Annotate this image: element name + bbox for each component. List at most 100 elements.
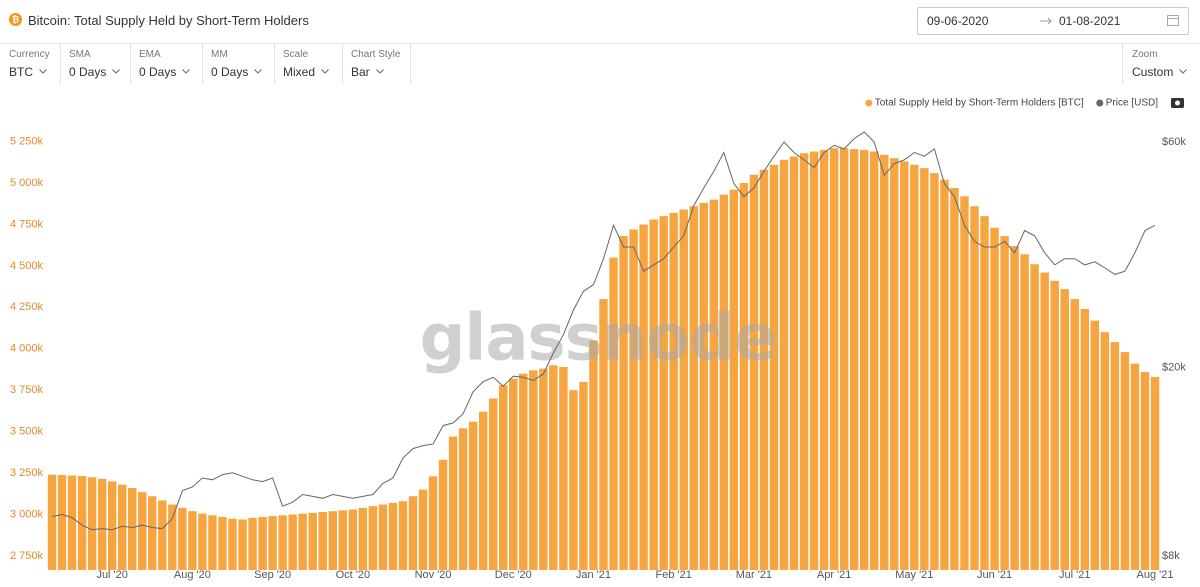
bar: [218, 516, 227, 570]
legend: Price [USD] Total Supply Held by Short-Te…: [865, 98, 1158, 109]
legend-label: Price [USD]: [1106, 98, 1158, 109]
bar: [569, 390, 578, 570]
date-from[interactable]: 09-06-2020: [927, 14, 989, 28]
x-tick-label: Jan '21: [576, 569, 611, 581]
y-tick-label: 3 000k: [10, 508, 44, 520]
bar: [47, 474, 57, 570]
dropdown[interactable]: Currency BTC: [0, 44, 61, 84]
bar: [208, 515, 217, 570]
bar: [87, 477, 97, 570]
bar: [870, 151, 879, 570]
x-tick-label: Sep '20: [254, 569, 291, 581]
bar: [148, 496, 157, 570]
dropdown-value[interactable]: 0 Days: [69, 65, 107, 79]
bar: [789, 156, 799, 571]
bar: [378, 504, 388, 570]
x-tick-label: Aug '20: [174, 569, 211, 581]
x-tick-label: Nov '20: [415, 569, 452, 581]
bar: [589, 340, 598, 570]
bar: [1060, 289, 1069, 570]
bar: [819, 149, 829, 570]
bar: [338, 510, 348, 570]
x-tick-label: Jul '21: [1059, 569, 1090, 581]
dropdown[interactable]: EMA 0 Days: [130, 44, 203, 84]
x-tick-label: May '21: [895, 569, 933, 581]
dropdown[interactable]: Chart Style Bar: [342, 44, 411, 84]
bar: [499, 385, 508, 570]
dropdown-value[interactable]: BTC: [9, 65, 33, 79]
bar: [799, 153, 809, 570]
bar: [759, 169, 769, 570]
bar: [639, 224, 648, 571]
dropdown[interactable]: SMA 0 Days: [60, 44, 131, 84]
bar: [859, 149, 869, 570]
dropdown-value[interactable]: Custom: [1132, 65, 1174, 79]
bar: [970, 206, 979, 570]
date-to[interactable]: 01-08-2021: [1059, 14, 1121, 28]
bar: [488, 398, 498, 570]
bar: [168, 504, 177, 570]
bar: [769, 164, 779, 571]
dropdown-label: SMA: [69, 49, 91, 60]
bar: [408, 496, 418, 570]
dropdown[interactable]: Zoom Custom: [1122, 44, 1200, 84]
legend-marker: [1096, 99, 1104, 107]
chevron: [254, 69, 262, 74]
bar: [559, 366, 568, 570]
price-line: [51, 131, 1156, 531]
dropdown-label: Currency: [9, 49, 50, 60]
bar: [438, 459, 448, 570]
y-tick-label: 4 250k: [10, 301, 44, 313]
bar: [950, 188, 959, 570]
bar: [358, 507, 368, 570]
calendar-icon[interactable]: [1167, 14, 1179, 26]
bar: [268, 516, 277, 570]
chevron: [321, 69, 329, 74]
y-tick-label: 3 500k: [10, 426, 44, 438]
bar: [709, 199, 719, 570]
bar: [529, 370, 538, 570]
bar: [1050, 280, 1059, 570]
x-tick-label: Jul '20: [96, 569, 127, 581]
bar: [609, 257, 618, 570]
bar: [549, 365, 558, 570]
dropdown-value[interactable]: 0 Days: [211, 65, 249, 79]
bar: [158, 500, 167, 570]
legend-marker: [865, 99, 873, 107]
bar: [829, 148, 839, 571]
chevron: [112, 69, 120, 74]
bar: [57, 475, 67, 570]
bar: [539, 368, 548, 570]
dropdown-value[interactable]: 0 Days: [139, 65, 177, 79]
y-tick-label: 4 750k: [10, 218, 44, 230]
bar: [1150, 376, 1160, 570]
bar: [739, 183, 749, 570]
bar: [1020, 254, 1029, 570]
bar: [1040, 272, 1049, 570]
bar: [809, 151, 819, 570]
bar: [1090, 320, 1100, 570]
dropdown[interactable]: Scale Mixed: [274, 44, 343, 84]
bar: [749, 174, 759, 570]
dropdown-label: Chart Style: [351, 49, 401, 60]
x-tick-label: Apr '21: [817, 569, 852, 581]
bar: [248, 517, 257, 570]
bar: [779, 159, 789, 570]
date-range[interactable]: 09-06-2020 01-08-2021: [917, 7, 1189, 35]
bar: [308, 512, 317, 570]
dropdown-value[interactable]: Bar: [351, 65, 370, 79]
dropdown[interactable]: MM 0 Days: [202, 44, 275, 84]
bar: [1130, 363, 1140, 570]
bar: [448, 436, 458, 570]
dropdown-value[interactable]: Mixed: [283, 65, 316, 79]
bar: [478, 411, 488, 570]
bar: [318, 511, 327, 570]
bar: [278, 515, 287, 570]
bar: [629, 229, 638, 570]
bar: [117, 484, 127, 570]
bar: [188, 511, 197, 570]
bar: [1120, 352, 1130, 570]
bar: [298, 513, 307, 570]
bar: [619, 236, 628, 570]
